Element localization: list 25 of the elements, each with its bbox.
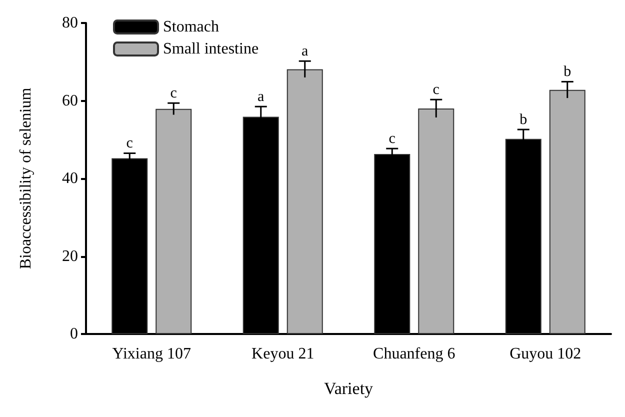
bar bbox=[286, 69, 323, 334]
x-axis-title: Variety bbox=[324, 379, 374, 398]
legend-label: Small intestine bbox=[163, 40, 259, 58]
data-label: c bbox=[170, 86, 178, 102]
data-label: b bbox=[520, 112, 528, 128]
bar bbox=[418, 108, 454, 334]
y-tick-label: 0 bbox=[70, 326, 78, 342]
x-tick-label: Chuanfeng 6 bbox=[373, 346, 456, 362]
y-tick-label: 80 bbox=[62, 14, 78, 32]
y-tick-label: 40 bbox=[62, 170, 78, 187]
y-axis-title: Bioaccessibility of selenium bbox=[18, 87, 34, 270]
data-label: a bbox=[302, 44, 309, 60]
x-tick-label: Guyou 102 bbox=[510, 346, 582, 362]
bar bbox=[549, 90, 586, 334]
y-tick-label: 60 bbox=[62, 92, 78, 110]
data-label: c bbox=[432, 82, 440, 98]
data-label: a bbox=[258, 89, 265, 106]
y-tick-label: 20 bbox=[62, 248, 78, 265]
legend-label: Stomach bbox=[163, 18, 219, 36]
data-label: b bbox=[564, 64, 572, 80]
data-label: c bbox=[388, 131, 396, 148]
x-tick-label: Keyou 21 bbox=[252, 346, 314, 362]
bar bbox=[156, 108, 192, 334]
data-label: c bbox=[126, 136, 134, 152]
x-tick-label: Yixiang 107 bbox=[112, 346, 191, 362]
